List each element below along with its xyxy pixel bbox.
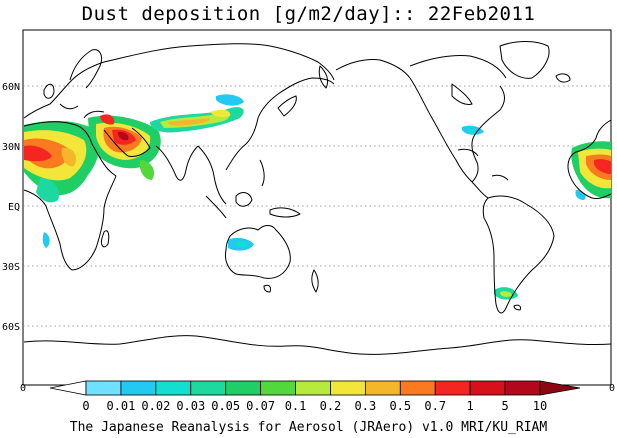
credit-line: The Japanese Reanalysis for Aerosol (JRA… (69, 420, 548, 435)
coast-new-guinea (269, 207, 301, 218)
coast-philippines (259, 159, 265, 187)
colorbar-tick-label: 0.7 (424, 399, 446, 413)
coast-gulf-of-mexico (457, 148, 479, 157)
latitude-gridlines (23, 85, 611, 327)
coast-south-america (482, 195, 555, 314)
coast-hudson-bay (451, 83, 473, 105)
coast-central-america (471, 181, 489, 199)
corner-label-left: 0 (20, 383, 26, 394)
corner-label-right: 0 (609, 383, 615, 394)
colorbar-tick-label: 0.07 (246, 399, 275, 413)
coast-new-zealand (311, 269, 319, 293)
colorbar-box (469, 380, 506, 396)
lat-label: 60N (2, 82, 20, 93)
coast-uk (43, 83, 55, 99)
colorbar-tick-label: 0.1 (285, 399, 307, 413)
colorbar-box (120, 380, 157, 396)
colorbar-box (190, 380, 227, 396)
colorbar-box (364, 380, 401, 396)
colorbar-box (399, 380, 436, 396)
map-title: Dust deposition [g/m2/day]:: 22Feb2011 (81, 3, 536, 25)
colorbar-tick-label: 0.03 (176, 399, 205, 413)
coast-alaska (335, 59, 411, 79)
colorbar-boxes (85, 380, 541, 396)
coast-east-asia (257, 77, 335, 119)
lat-label: 30S (2, 262, 20, 273)
coast-canada-arctic (409, 55, 507, 79)
coast-caribbean (491, 174, 509, 181)
coast-japan (277, 95, 297, 117)
dust-australia (228, 237, 254, 251)
colorbar-box (155, 380, 192, 396)
coast-falklands (513, 304, 521, 311)
colorbar-tick-label: 0.5 (389, 399, 411, 413)
coast-madagascar (101, 230, 110, 248)
colorbar-tick-label: 0 (82, 399, 89, 413)
map-frame (22, 29, 612, 386)
lat-label: 30N (2, 142, 20, 153)
lat-label: 60S (2, 322, 20, 333)
colorbar-labels: 0 0.01 0.02 0.03 0.05 0.07 0.1 0.2 0.3 0.5 0.7 1 5 10 (82, 399, 547, 413)
coast-asia-north (103, 43, 335, 81)
dust-deposition-field (24, 94, 611, 300)
coast-scandinavia (69, 49, 103, 89)
dust-sahara-east-edge (571, 141, 611, 200)
colorbar-tick-label: 0.3 (355, 399, 377, 413)
colorbar-box (434, 380, 471, 396)
coast-north-america-east (471, 85, 505, 183)
colorbar-box (295, 380, 331, 396)
colorbar-tick-label: 10 (533, 399, 547, 413)
colorbar: 0 0.01 0.02 0.03 0.05 0.07 0.1 0.2 0.3 0.5 0.7 1 5 10 (49, 380, 581, 413)
coast-se-asia (197, 117, 259, 205)
colorbar-box (225, 380, 262, 396)
coast-north-america-west (409, 77, 473, 183)
coast-tasmania (263, 284, 271, 293)
colorbar-box (330, 380, 366, 396)
coast-sumatra (205, 195, 227, 219)
coast-arabia (103, 127, 151, 157)
coast-kamchatka (318, 65, 329, 89)
colorbar-tick-label: 0.02 (141, 399, 170, 413)
colorbar-high-arrow (539, 380, 581, 396)
latitude-labels: 60N 30N EQ 30S 60S (2, 82, 20, 333)
colorbar-box (504, 380, 541, 396)
coast-australia (225, 225, 291, 279)
lat-label: EQ (8, 202, 20, 213)
dust-north-america-east (462, 125, 484, 135)
coast-india (155, 145, 199, 181)
colorbar-box (260, 380, 296, 396)
dust-arabia (88, 114, 161, 180)
colorbar-tick-label: 5 (501, 399, 508, 413)
coast-iceland (555, 73, 571, 83)
colorbar-box (85, 380, 122, 396)
coast-africa-east-edge (567, 119, 612, 199)
coast-borneo (235, 192, 253, 207)
colorbar-tick-label: 0.01 (106, 399, 135, 413)
colorbar-tick-label: 1 (467, 399, 474, 413)
colorbar-tick-label: 0.05 (211, 399, 240, 413)
colorbar-tick-label: 0.2 (320, 399, 342, 413)
coast-antarctica (23, 335, 612, 355)
coast-greenland (499, 41, 550, 79)
dust-sahara (24, 120, 100, 248)
coastlines (23, 41, 612, 355)
dust-central-east-asia (150, 94, 244, 133)
coast-africa (23, 121, 117, 271)
coast-europe (23, 61, 105, 119)
